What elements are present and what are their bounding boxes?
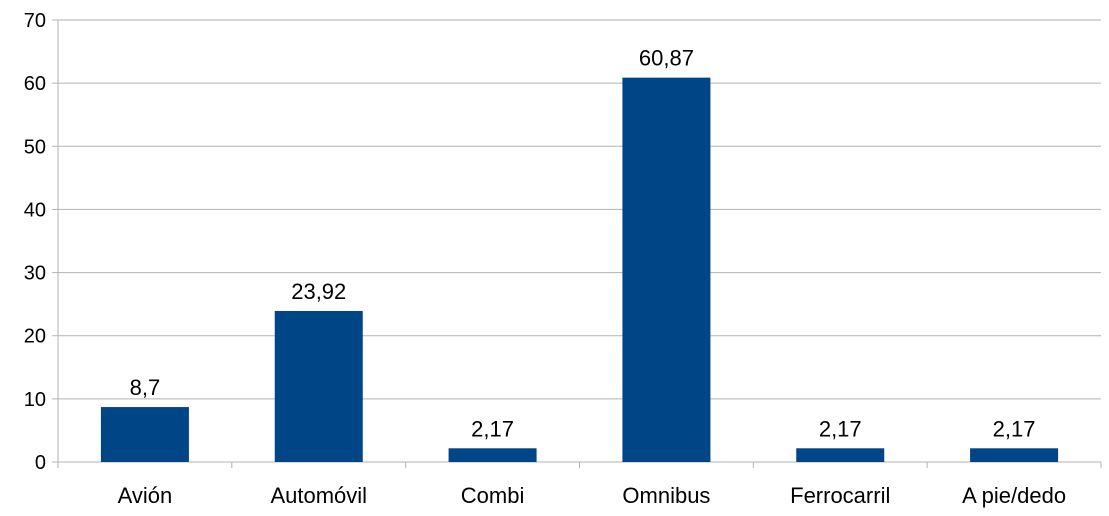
data-labels: 8,7 23,92 2,17 60,87 2,17 2,17 <box>130 46 1036 442</box>
category-label: Combi <box>461 483 525 508</box>
data-label: 2,17 <box>819 416 862 441</box>
x-tick-labels: Avión Automóvil Combi Omnibus Ferrocarril A p… <box>118 483 1066 508</box>
data-label: 8,7 <box>130 375 161 400</box>
data-label: 2,17 <box>471 416 514 441</box>
y-tick-label: 40 <box>24 199 46 221</box>
bar <box>274 310 363 462</box>
bar <box>622 77 711 463</box>
data-label: 2,17 <box>993 416 1036 441</box>
y-tick-label: 10 <box>24 389 46 411</box>
y-tick-label: 30 <box>24 263 46 285</box>
y-tick-label: 20 <box>24 326 46 348</box>
bar <box>796 448 885 462</box>
y-tick-label: 0 <box>35 452 46 474</box>
y-tick-label: 70 <box>24 10 46 32</box>
y-tick-label: 60 <box>24 73 46 95</box>
bar <box>970 448 1059 462</box>
grid-lines <box>58 19 1101 463</box>
y-tick-label: 50 <box>24 136 46 158</box>
y-tick-labels: 0 10 20 30 40 50 60 70 <box>24 10 46 474</box>
data-label: 23,92 <box>291 279 346 304</box>
bar <box>448 448 537 462</box>
data-label: 60,87 <box>639 46 694 71</box>
bars <box>100 77 1059 463</box>
category-label: Omnibus <box>622 483 710 508</box>
bar <box>100 407 189 462</box>
category-label: Ferrocarril <box>790 483 890 508</box>
category-label: Automóvil <box>270 483 367 508</box>
category-label: Avión <box>118 483 173 508</box>
category-label: A pie/dedo <box>962 483 1066 508</box>
axes <box>52 19 1102 468</box>
